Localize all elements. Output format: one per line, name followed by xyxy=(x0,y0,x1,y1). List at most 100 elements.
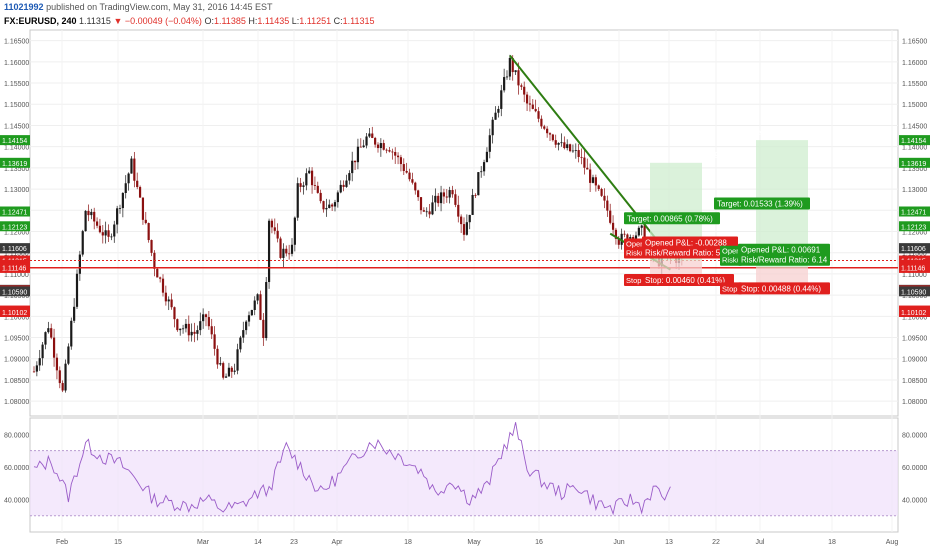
candle-body xyxy=(161,278,165,293)
candle-body xyxy=(634,235,638,241)
candle-body xyxy=(468,214,471,223)
candle-body xyxy=(121,192,124,209)
candle-body xyxy=(523,86,526,95)
candle-body xyxy=(187,323,190,336)
time-tick: 18 xyxy=(828,539,836,546)
candle-body xyxy=(534,108,537,112)
candle-body xyxy=(308,170,311,174)
candle-body xyxy=(540,118,543,127)
time-tick: 15 xyxy=(114,539,122,546)
candle-body xyxy=(159,277,162,279)
time-tick: 16 xyxy=(535,539,543,546)
high-label: H: xyxy=(248,16,258,26)
level-label-right: 1.10102 xyxy=(901,310,926,317)
candle-body xyxy=(640,225,643,228)
stop-label: Stop: 0.00488 (0.44%) xyxy=(741,284,821,293)
level-label-right: 1.13619 xyxy=(901,161,926,168)
candle-body xyxy=(511,58,514,73)
rsi-tick-right: 40.0000 xyxy=(902,497,927,504)
symbol-label[interactable]: FX:EURUSD, 240 xyxy=(4,16,77,26)
candle-body xyxy=(394,152,397,156)
candle-body xyxy=(81,231,84,255)
price-tick-right: 1.11000 xyxy=(902,272,927,279)
candle-body xyxy=(299,183,302,187)
candle-body xyxy=(594,177,597,186)
candle-body xyxy=(124,183,127,193)
candle-body xyxy=(348,173,351,181)
symbol-info: FX:EURUSD, 240 1.11315 ▼ −0.00049 (−0.04… xyxy=(4,16,375,26)
level-label-left: 1.11606 xyxy=(2,246,27,253)
candle-body xyxy=(362,145,365,148)
candle-body xyxy=(345,180,348,187)
author-link[interactable]: 11021992 xyxy=(4,2,44,12)
candle-body xyxy=(230,367,233,372)
candle-body xyxy=(623,233,626,235)
candle-body xyxy=(611,222,615,230)
candle-body xyxy=(482,162,486,172)
level-label-right: 1.10590 xyxy=(901,289,926,296)
price-tick-left: 1.14000 xyxy=(4,145,29,152)
candle-body xyxy=(164,292,167,302)
price-tick-left: 1.16000 xyxy=(4,60,29,67)
rsi-tick-left: 60.0000 xyxy=(4,465,29,472)
candle-body xyxy=(643,225,646,246)
time-tick: Apr xyxy=(332,539,344,546)
time-tick: 14 xyxy=(254,539,262,546)
target-label: Target: 0.02995 (2.71%) xyxy=(741,128,827,137)
stop-short-box xyxy=(624,274,646,287)
candle-body xyxy=(503,77,506,91)
price-tick-left: 1.12000 xyxy=(4,229,29,236)
price-tick-right: 1.13500 xyxy=(902,166,927,173)
price-tick-right: 1.10000 xyxy=(902,314,927,321)
candle-body xyxy=(222,363,225,378)
level-label-right: 1.11146 xyxy=(901,266,925,273)
candle-body xyxy=(204,314,208,318)
level-label-right-box xyxy=(899,206,930,217)
candle-body xyxy=(374,137,377,145)
candle-body xyxy=(95,221,99,226)
candle-body xyxy=(104,230,107,236)
candle-body xyxy=(474,194,477,196)
price-tick-right: 1.16000 xyxy=(902,60,927,67)
candle-body xyxy=(282,248,285,258)
level-label-right-box xyxy=(899,135,930,146)
candle-body xyxy=(371,133,374,138)
candle-body xyxy=(219,363,222,365)
rsi-line xyxy=(33,422,671,516)
candle-body xyxy=(465,222,468,235)
candle-body xyxy=(245,321,248,331)
candle-body xyxy=(382,143,385,150)
stop-label-box xyxy=(738,282,830,295)
candle-body xyxy=(247,315,251,322)
candle-body xyxy=(514,70,517,73)
candle-body xyxy=(216,348,219,365)
target-label: Target: 0.02551 (2.29%) xyxy=(643,151,729,160)
candle-body xyxy=(637,227,640,236)
stop-short-box xyxy=(720,282,742,295)
candle-body xyxy=(41,344,44,359)
entry-short-box xyxy=(720,245,742,266)
level-label-left-box xyxy=(0,286,30,297)
level-label-left-box xyxy=(0,221,30,232)
candle-body xyxy=(451,190,454,195)
level-label-left: 1.12123 xyxy=(2,224,27,231)
candle-body xyxy=(439,192,443,204)
candle-body xyxy=(325,207,328,210)
candle-body xyxy=(351,160,354,174)
pnl-box xyxy=(642,236,738,259)
candle-body xyxy=(488,135,491,152)
candle-body xyxy=(586,167,589,170)
candle-body xyxy=(517,70,520,86)
candle-body xyxy=(319,192,322,202)
candle-body xyxy=(55,357,59,371)
candle-body xyxy=(331,204,334,207)
open-label: O: xyxy=(204,16,214,26)
candle-body xyxy=(47,328,50,333)
candle-body xyxy=(560,142,563,144)
level-label-right-box xyxy=(899,262,930,273)
candle-body xyxy=(571,150,575,152)
candle-body xyxy=(414,182,417,191)
candle-body xyxy=(399,157,403,165)
candle-body xyxy=(422,210,425,212)
